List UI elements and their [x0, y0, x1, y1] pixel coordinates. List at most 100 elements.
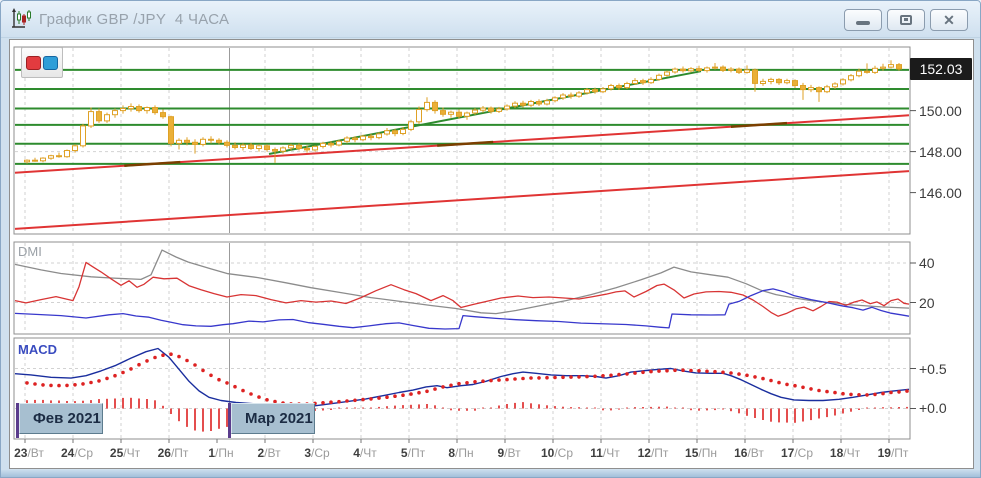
signal-dot	[881, 391, 885, 396]
candle-body	[608, 85, 614, 90]
candle-body	[336, 140, 342, 146]
candle-body	[576, 92, 582, 97]
signal-dot	[537, 376, 541, 380]
close-button[interactable]: ✕	[930, 9, 968, 31]
signal-dot	[481, 379, 485, 384]
date-axis-label: 23/Вт	[14, 446, 44, 460]
signal-dot	[225, 381, 229, 385]
candle-body	[848, 75, 854, 81]
signal-dot	[409, 392, 413, 396]
signal-dot	[793, 383, 797, 388]
signal-dot	[737, 372, 741, 376]
date-axis-label: 12/Пт	[637, 446, 669, 460]
candle-body	[264, 145, 270, 151]
candle-body	[88, 111, 94, 127]
signal-dot	[353, 398, 357, 403]
candle-body	[512, 102, 518, 107]
signal-dot	[25, 381, 29, 385]
candle-body	[80, 125, 86, 147]
signal-dot	[865, 393, 869, 397]
candle-body	[816, 87, 822, 93]
signal-dot	[761, 376, 765, 381]
signal-dot	[529, 376, 533, 380]
signal-dot	[257, 395, 261, 399]
candle-body	[864, 70, 870, 73]
signal-dot	[377, 396, 381, 400]
date-axis-label: 18/Чт	[829, 446, 861, 460]
candle-body	[720, 66, 726, 71]
candle-body	[840, 79, 846, 85]
candle-body	[464, 112, 470, 117]
candle-body	[360, 135, 366, 141]
date-axis-label: 11/Чт	[590, 446, 620, 460]
signal-dot	[769, 378, 773, 383]
chart-legend-toolbar	[21, 47, 63, 78]
signal-dot	[633, 371, 637, 375]
date-axis-label: 25/Чт	[109, 446, 141, 460]
candle-body	[128, 106, 134, 110]
red-series-button[interactable]	[26, 55, 41, 70]
trendline-red-channel-lower	[14, 170, 910, 230]
dmi-panel-label: DMI	[18, 244, 42, 259]
candle-body	[664, 71, 670, 76]
macd-panel-frame	[13, 337, 911, 440]
candle-body	[768, 78, 774, 83]
signal-dot	[849, 392, 853, 397]
signal-dot	[513, 377, 517, 381]
trendline-level-overlap	[124, 160, 181, 167]
window-controls: ✕	[844, 9, 968, 31]
candle-body	[320, 142, 326, 147]
signal-dot	[673, 368, 677, 373]
plus-di-line	[14, 261, 910, 317]
candle-body	[40, 157, 46, 162]
signal-dot	[561, 375, 565, 380]
signal-dot	[49, 383, 53, 388]
candle-body	[416, 109, 422, 123]
candle-body	[352, 137, 358, 141]
maximize-button[interactable]	[887, 9, 925, 31]
signal-dot	[801, 385, 805, 390]
signal-dot	[185, 358, 189, 363]
signal-dot	[665, 368, 669, 373]
candle-body	[408, 121, 414, 130]
candle-body	[400, 128, 406, 134]
month-label-mar: Мар 2021	[231, 403, 315, 434]
signal-dot	[57, 383, 61, 388]
candle-body	[48, 155, 54, 159]
signal-dot	[33, 382, 37, 386]
candle-body	[784, 80, 790, 84]
candle-body	[296, 144, 302, 149]
signal-dot	[177, 354, 181, 359]
date-axis-label: 8/Пн	[448, 446, 474, 460]
candle-body	[424, 101, 430, 111]
candle-body	[104, 114, 110, 122]
trendline-level-overlap	[437, 140, 494, 147]
signal-dot	[97, 379, 101, 383]
axis-tick-label: 20	[919, 294, 935, 311]
signal-dot	[713, 369, 717, 374]
candle-body	[384, 130, 390, 135]
chart-canvas[interactable]	[9, 39, 974, 469]
candle-body	[344, 137, 350, 142]
window-titlebar: График GBP /JPY 4 ЧАСА ✕	[1, 1, 980, 38]
minimize-icon	[856, 21, 870, 25]
signal-dot	[241, 388, 245, 393]
candle-body	[600, 88, 606, 93]
candle-body	[888, 64, 894, 68]
minimize-button[interactable]	[844, 9, 882, 31]
signal-dot	[729, 371, 733, 375]
candle-body	[792, 80, 798, 86]
candle-body	[24, 159, 30, 163]
signal-dot	[41, 383, 45, 387]
minus-di-line	[14, 288, 910, 330]
window-title: График GBP /JPY 4 ЧАСА	[39, 10, 230, 28]
candle-body	[304, 148, 310, 151]
candle-body	[872, 67, 878, 73]
signal-dot	[113, 373, 117, 378]
signal-dot	[625, 372, 629, 376]
axis-tick-label: 40	[919, 254, 935, 271]
signal-dot	[905, 389, 909, 393]
blue-series-button[interactable]	[43, 55, 58, 70]
signal-dot	[857, 393, 861, 397]
price-panel-frame	[13, 46, 911, 235]
